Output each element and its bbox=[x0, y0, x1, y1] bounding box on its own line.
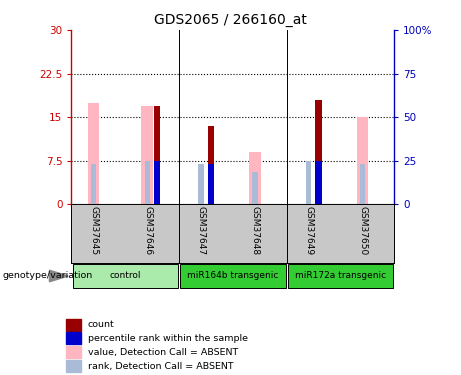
Text: GSM37650: GSM37650 bbox=[358, 206, 367, 255]
Text: control: control bbox=[110, 272, 141, 280]
Text: value, Detection Call = ABSENT: value, Detection Call = ABSENT bbox=[88, 348, 238, 357]
Bar bbox=[145, 161, 150, 204]
Text: genotype/variation: genotype/variation bbox=[2, 272, 93, 280]
Text: GSM37648: GSM37648 bbox=[251, 206, 260, 255]
Polygon shape bbox=[49, 270, 68, 282]
Text: rank, Detection Call = ABSENT: rank, Detection Call = ABSENT bbox=[88, 362, 233, 370]
Bar bbox=[252, 172, 258, 204]
Bar bbox=[360, 164, 365, 204]
Bar bbox=[142, 106, 153, 204]
Bar bbox=[356, 117, 368, 204]
Bar bbox=[66, 332, 81, 344]
Bar bbox=[315, 161, 321, 204]
Bar bbox=[66, 360, 81, 372]
Text: miR164b transgenic: miR164b transgenic bbox=[187, 272, 278, 280]
Text: GSM37649: GSM37649 bbox=[304, 206, 313, 255]
Bar bbox=[207, 164, 214, 204]
Text: GSM37646: GSM37646 bbox=[143, 206, 152, 255]
Bar bbox=[315, 100, 321, 204]
FancyBboxPatch shape bbox=[288, 264, 393, 288]
Bar bbox=[88, 103, 100, 204]
Text: percentile rank within the sample: percentile rank within the sample bbox=[88, 334, 248, 343]
FancyBboxPatch shape bbox=[72, 264, 178, 288]
Text: GDS2065 / 266160_at: GDS2065 / 266160_at bbox=[154, 13, 307, 27]
Text: GSM37645: GSM37645 bbox=[89, 206, 98, 255]
Text: count: count bbox=[88, 320, 114, 329]
Bar bbox=[306, 161, 311, 204]
Text: GSM37647: GSM37647 bbox=[197, 206, 206, 255]
Text: miR172a transgenic: miR172a transgenic bbox=[295, 272, 386, 280]
Bar bbox=[198, 164, 204, 204]
Bar bbox=[91, 164, 96, 204]
Bar bbox=[66, 319, 81, 331]
Bar bbox=[207, 126, 214, 204]
Bar bbox=[154, 106, 160, 204]
Bar bbox=[154, 161, 160, 204]
FancyBboxPatch shape bbox=[180, 264, 285, 288]
Bar bbox=[249, 152, 261, 204]
Bar bbox=[66, 346, 81, 358]
